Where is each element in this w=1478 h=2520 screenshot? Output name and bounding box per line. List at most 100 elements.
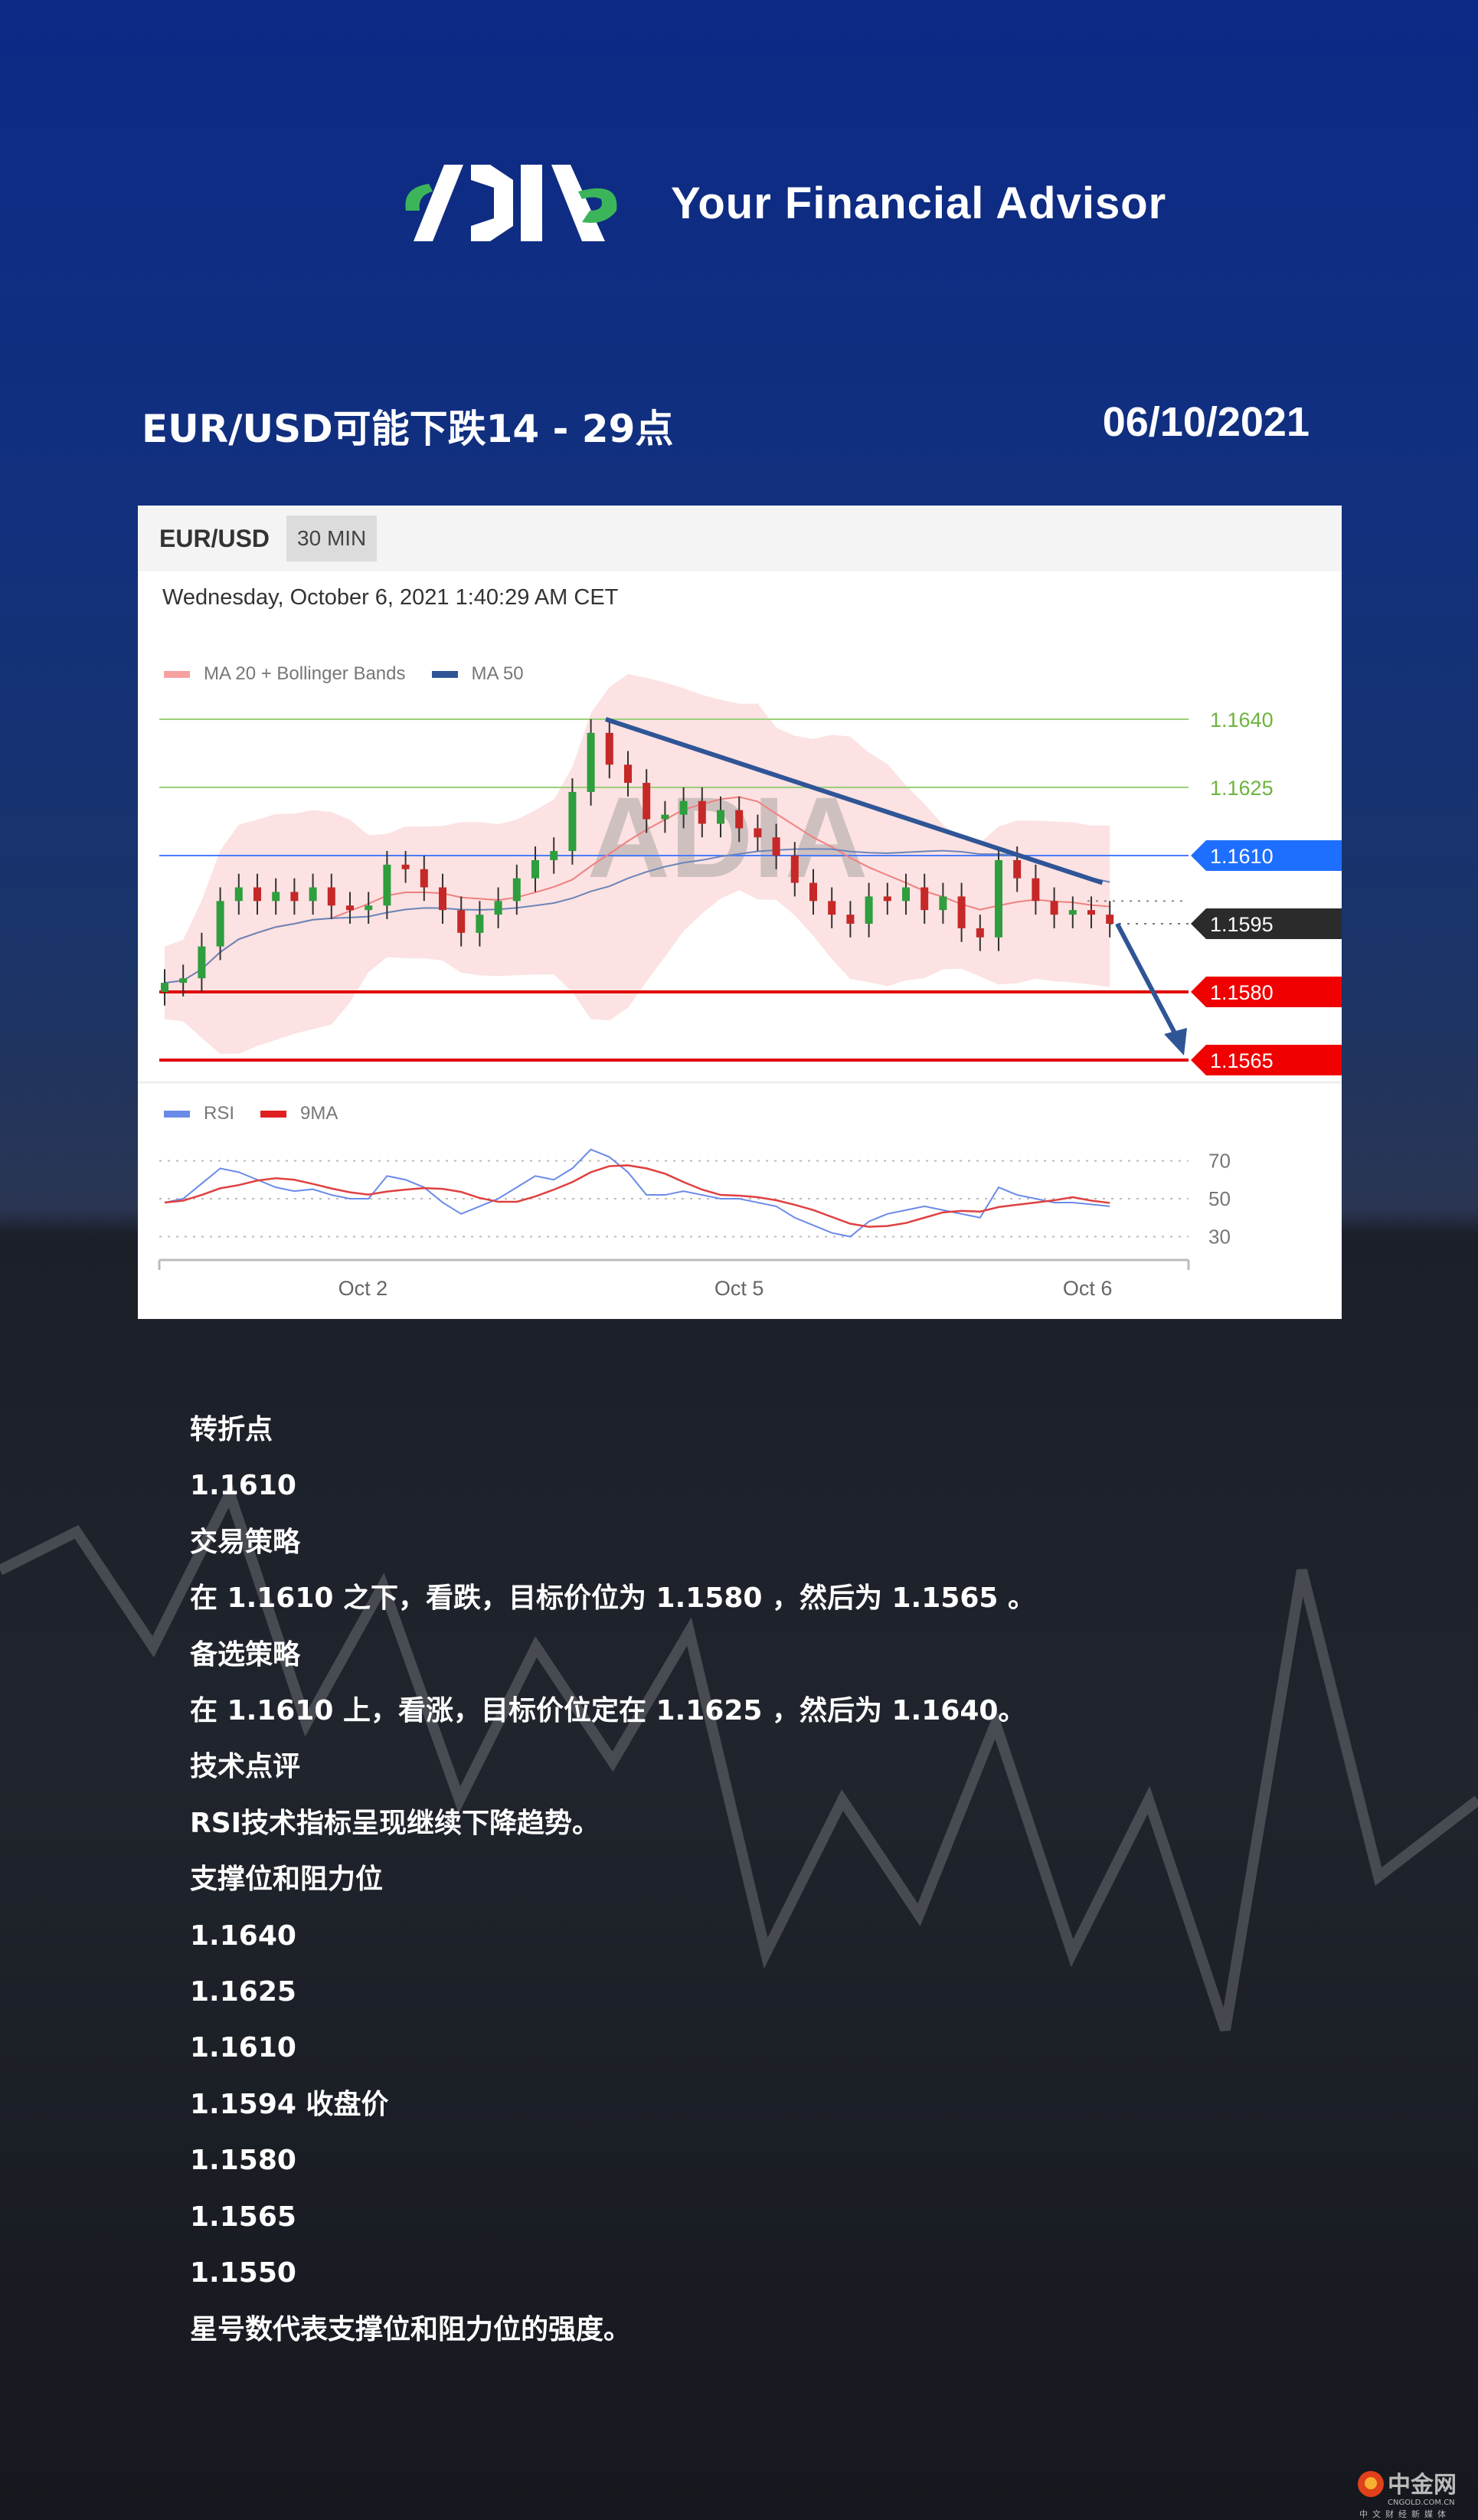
candle-body: [365, 905, 373, 911]
rsi-tick-label: 70: [1208, 1150, 1231, 1173]
candle-body: [772, 837, 780, 856]
candle-body: [457, 910, 466, 933]
legend-9ma: 9MA: [260, 1103, 338, 1124]
level-tag: [1191, 976, 1342, 1007]
candle-body: [1050, 901, 1058, 915]
trendline: [605, 717, 1104, 885]
level-tag: [1191, 839, 1342, 871]
analysis-line: 1.1550: [190, 2257, 296, 2289]
x-tick-label: Oct 6: [1063, 1277, 1113, 1300]
candle-body: [828, 901, 836, 915]
chart-legend: MA 20 + Bollinger Bands MA 50: [164, 663, 524, 685]
chart-header: EUR/USD 30 MIN: [138, 506, 1342, 571]
candle-body: [198, 946, 206, 979]
level-tag: [1191, 908, 1342, 939]
candle-body: [1087, 910, 1095, 915]
forecast-arrow: [1115, 922, 1182, 1043]
ma50-line: [164, 848, 1110, 984]
candle-body: [624, 764, 632, 784]
candle-body: [790, 855, 799, 883]
analysis-text: 转折点 1.1610 交易策略在 1.1610 之下，看跌，目标价位为 1.1580…: [190, 1402, 1035, 2358]
candle-body: [179, 978, 188, 983]
page-title: EUR/USD可能下跌14 - 29点: [142, 407, 674, 451]
candle-body: [327, 887, 335, 906]
level-tag: [1191, 1044, 1342, 1075]
candle-body: [1106, 915, 1114, 924]
candle-body: [976, 928, 984, 938]
chart-pair: EUR/USD: [159, 524, 270, 552]
analysis-line: 星号数代表支撑位和阻力位的强度。: [190, 2313, 632, 2345]
analysis-line: 1.1640: [190, 1919, 296, 1952]
analysis-line: 支撑位和阻力位: [190, 1864, 384, 1896]
candle-body: [420, 869, 428, 888]
candle-body: [234, 887, 243, 902]
bollinger-band: [165, 674, 1110, 1054]
candle-body: [309, 887, 317, 902]
svg-text:中文财经新媒体: 中文财经新媒体: [1359, 2509, 1450, 2519]
x-tick-label: Oct 5: [714, 1277, 764, 1300]
level-label: 1.1625: [1210, 777, 1274, 800]
chart-timestamp: Wednesday, October 6, 2021 1:40:29 AM CE…: [162, 585, 619, 610]
rsi-9ma-line: [164, 1164, 1110, 1228]
candle-body: [754, 828, 762, 838]
analysis-line: 交易策略: [190, 1526, 301, 1558]
analysis-line: 在 1.1610 上，看涨，目标价位定在 1.1625 ，然后为 1.1640。: [190, 1695, 1026, 1727]
adia-logo-icon: [405, 165, 617, 241]
analysis-line: 1.1594 收盘价: [190, 2088, 389, 2120]
candle-body: [920, 887, 929, 911]
rsi-tick-label: 30: [1208, 1226, 1231, 1249]
analysis-line: 1.1625: [190, 1976, 296, 2008]
rsi-tick-label: 50: [1208, 1187, 1231, 1210]
analysis-line: 1.1610: [190, 1470, 296, 1502]
candle-body: [995, 859, 1002, 938]
legend-ma50: MA 50: [431, 663, 524, 685]
candle-body: [605, 732, 613, 765]
analysis-line: 转折点: [190, 1414, 273, 1445]
candle-body: [161, 983, 168, 992]
candle-body: [865, 896, 873, 924]
analysis-line: RSI技术指标呈现继续下降趋势。: [190, 1807, 600, 1839]
candle-body: [902, 887, 910, 902]
legend-ma20: MA 20 + Bollinger Bands: [164, 663, 406, 685]
candle-body: [531, 859, 539, 879]
candle-body: [698, 800, 706, 824]
level-tag-label: 1.1580: [1210, 981, 1274, 1004]
candle-body: [1032, 878, 1040, 902]
svg-text:中金网: 中金网: [1388, 2472, 1457, 2499]
candle-body: [216, 901, 224, 947]
cngold-logo: 中金网 CNGOLD.COM.CN 中文财经新媒体: [1358, 2471, 1457, 2519]
analysis-line: 技术点评: [190, 1751, 301, 1783]
rsi-line: [164, 1148, 1110, 1238]
forecast-arrow-head: [1164, 1028, 1187, 1056]
candle-body: [939, 896, 947, 911]
candle-body: [253, 887, 261, 902]
brand-logo: Your Financial Advisor: [398, 165, 1166, 241]
timeframe-badge[interactable]: 30 MIN: [286, 515, 378, 561]
candle-body: [661, 814, 669, 820]
candle-body: [717, 810, 724, 824]
candle-body: [643, 783, 651, 820]
tagline: Your Financial Advisor: [671, 178, 1167, 228]
candle-body: [809, 882, 817, 902]
candle-body: [290, 892, 299, 902]
candle-body: [439, 887, 446, 911]
candle-body: [476, 915, 484, 933]
analysis-line: 1.1580: [190, 2145, 296, 2177]
candle-body: [272, 892, 280, 902]
candle-body: [1013, 859, 1022, 879]
price-chart: EUR/USD 30 MIN Wednesday, October 6, 202…: [138, 506, 1342, 1319]
candle-body: [679, 800, 688, 815]
legend-rsi: RSI: [164, 1103, 234, 1124]
svg-text:CNGOLD.COM.CN: CNGOLD.COM.CN: [1388, 2499, 1455, 2507]
candle-body: [568, 791, 577, 852]
analysis-line: 备选策略: [190, 1638, 301, 1671]
candle-body: [494, 901, 502, 915]
level-tag-label: 1.1565: [1210, 1049, 1274, 1072]
candle-body: [512, 878, 521, 902]
candle-body: [883, 896, 891, 902]
candle-body: [401, 864, 410, 869]
candle-body: [587, 732, 595, 792]
analysis-line: 1.1565: [190, 2201, 296, 2233]
candle-body: [957, 896, 966, 928]
analysis-line: 在 1.1610 之下，看跌，目标价位为 1.1580 ，然后为 1.1565 …: [190, 1582, 1035, 1615]
